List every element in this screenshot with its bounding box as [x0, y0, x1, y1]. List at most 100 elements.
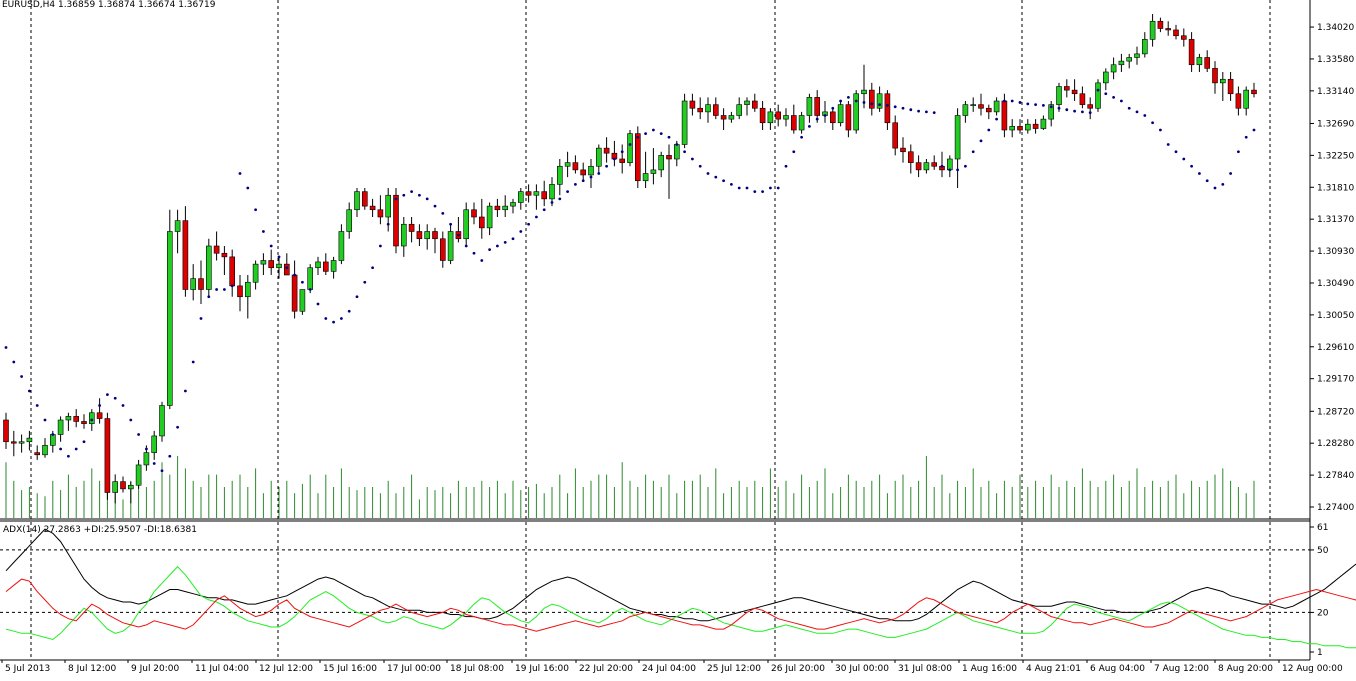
candle-body: [970, 104, 977, 106]
candle-body: [634, 133, 641, 182]
candle-body: [556, 165, 563, 185]
sar-dot: [1205, 179, 1209, 183]
candle-body: [829, 111, 836, 124]
sar-dot: [1151, 121, 1154, 125]
candle-body: [1220, 78, 1226, 84]
sar-dot: [74, 447, 78, 451]
candle-body: [104, 418, 111, 493]
candle-body: [1079, 93, 1086, 105]
candle-body: [206, 245, 212, 290]
candle-body: [1212, 68, 1218, 84]
sar-dot: [574, 182, 577, 186]
candle-body: [759, 107, 766, 124]
sar-dot: [1190, 164, 1193, 168]
sar-dot: [215, 288, 219, 291]
sar-dot: [753, 190, 757, 194]
sar-dot: [1252, 128, 1256, 132]
candle-body: [439, 238, 446, 261]
sar-dot: [316, 302, 320, 306]
sar-dot: [1003, 99, 1006, 103]
sar-dot: [1120, 99, 1123, 103]
sar-dot: [106, 393, 109, 397]
candle-body: [627, 133, 633, 163]
sar-dot: [1229, 172, 1232, 175]
sar-dot: [925, 110, 928, 114]
sar-dot: [1018, 101, 1022, 104]
candle-body: [400, 223, 407, 247]
sar-dot: [425, 197, 429, 201]
candle-body: [525, 191, 532, 196]
candle-body: [580, 169, 587, 176]
sar-dot: [745, 186, 749, 190]
sar-dot: [301, 280, 304, 284]
sar-dot: [691, 157, 694, 161]
time-tick-label: 12 Jul 12:00: [259, 664, 313, 674]
price-tick-label: 1.27840: [1317, 471, 1354, 481]
sar-dot: [35, 404, 39, 407]
candle-body: [806, 97, 813, 116]
candle-body: [954, 115, 961, 160]
candle-body: [338, 231, 345, 261]
time-tick-label: 30 Jul 00:00: [835, 664, 889, 674]
candle-body: [1064, 86, 1070, 91]
candle-body: [681, 100, 688, 145]
minus-di-line: [5, 578, 1356, 632]
candle-body: [18, 441, 25, 444]
sar-dot: [488, 248, 491, 252]
sar-dot: [979, 139, 983, 143]
time-tick-label: 1 Aug 16:00: [962, 664, 1017, 674]
candle-body: [603, 147, 610, 154]
candle-body: [962, 104, 969, 116]
time-tick-label: 7 Aug 12:00: [1154, 664, 1209, 674]
sar-dot: [129, 418, 133, 422]
candle-body: [1235, 93, 1242, 109]
candle-body: [268, 260, 275, 269]
sar-dot: [535, 215, 538, 219]
candle-body: [689, 100, 696, 109]
candle-body: [1227, 78, 1234, 95]
candle-body: [478, 216, 485, 229]
price-tick-label: 1.28720: [1317, 407, 1354, 417]
sar-dot: [706, 172, 710, 175]
sar-dot: [620, 150, 624, 154]
time-tick-label: 9 Jul 20:00: [131, 664, 180, 674]
candle-body: [720, 115, 727, 120]
sar-dot: [347, 309, 351, 313]
price-tick-label: 1.29170: [1317, 375, 1354, 385]
candle-body: [1188, 39, 1195, 66]
sar-dot: [98, 404, 101, 407]
candle-body: [1025, 123, 1031, 131]
sar-dot: [379, 244, 382, 248]
sar-dot: [28, 389, 31, 393]
candle-body: [1032, 123, 1039, 129]
sar-dot: [847, 95, 850, 99]
sar-dot: [909, 108, 913, 112]
sar-dot: [472, 251, 476, 255]
candle-body: [915, 162, 922, 171]
sar-dot: [995, 117, 998, 121]
sar-dot: [1182, 157, 1186, 161]
candle-body: [315, 261, 321, 269]
sar-dot: [441, 211, 445, 215]
sar-dot: [332, 320, 335, 324]
candle-body: [736, 104, 743, 116]
candle-body: [128, 484, 134, 490]
sar-dot: [1034, 103, 1037, 107]
candle-body: [775, 111, 782, 120]
candle-body: [1048, 104, 1054, 120]
candle-body: [276, 263, 282, 269]
sar-dot: [43, 418, 47, 422]
sar-dot: [199, 317, 203, 320]
sar-dot: [184, 389, 187, 393]
sar-dot: [168, 454, 172, 458]
sar-dot: [519, 230, 523, 233]
price-tick-label: 1.31370: [1317, 215, 1354, 225]
sar-dot: [308, 288, 312, 291]
sar-dot: [589, 175, 593, 179]
sar-dot: [246, 186, 250, 190]
sar-dot: [262, 230, 265, 233]
candle-body: [167, 231, 173, 406]
sar-dot: [808, 124, 811, 128]
